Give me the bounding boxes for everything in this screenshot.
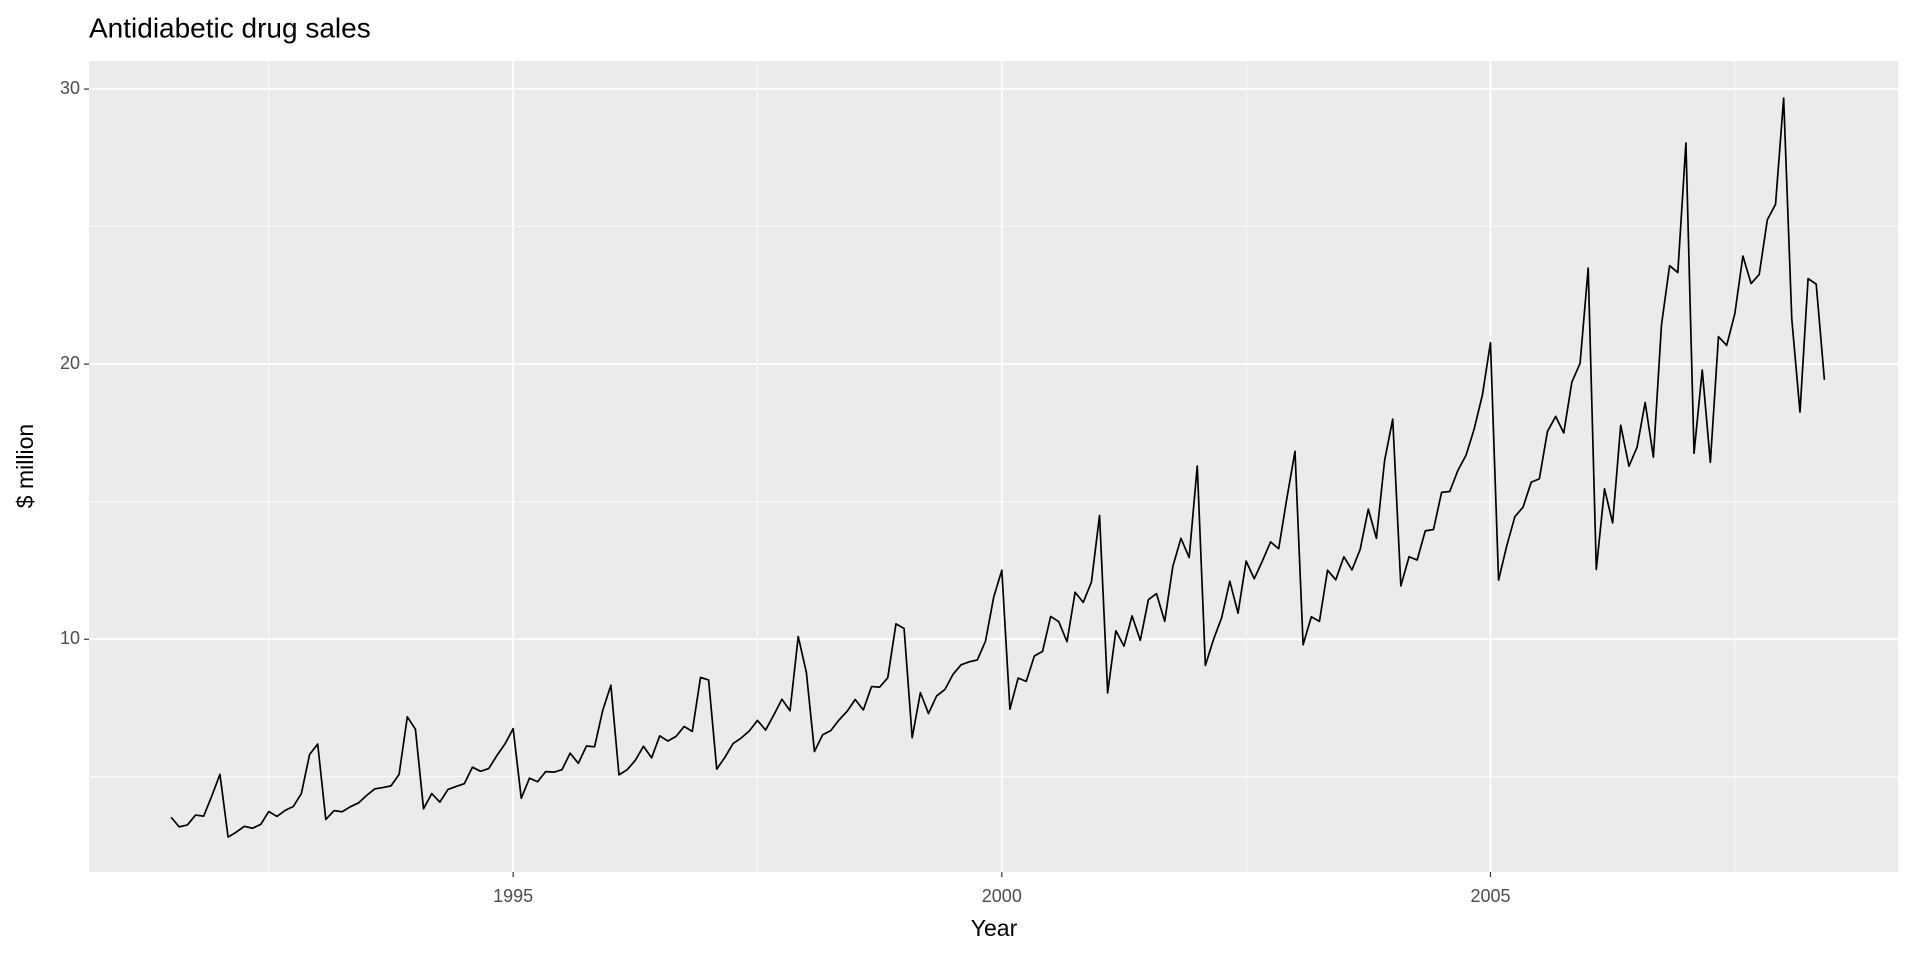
y-axis-title: $ million [12, 424, 38, 508]
y-tick-label: 10 [60, 628, 80, 648]
x-axis-title: Year [971, 915, 1018, 941]
y-tick-label: 20 [60, 353, 80, 373]
y-tick-label: 30 [60, 78, 80, 98]
x-tick-label: 1995 [493, 886, 533, 906]
x-tick-label: 2005 [1470, 886, 1510, 906]
x-tick-label: 2000 [982, 886, 1022, 906]
data-line [170, 97, 1826, 838]
plot-panel [89, 61, 1898, 872]
chart-title: Antidiabetic drug sales [89, 12, 371, 43]
